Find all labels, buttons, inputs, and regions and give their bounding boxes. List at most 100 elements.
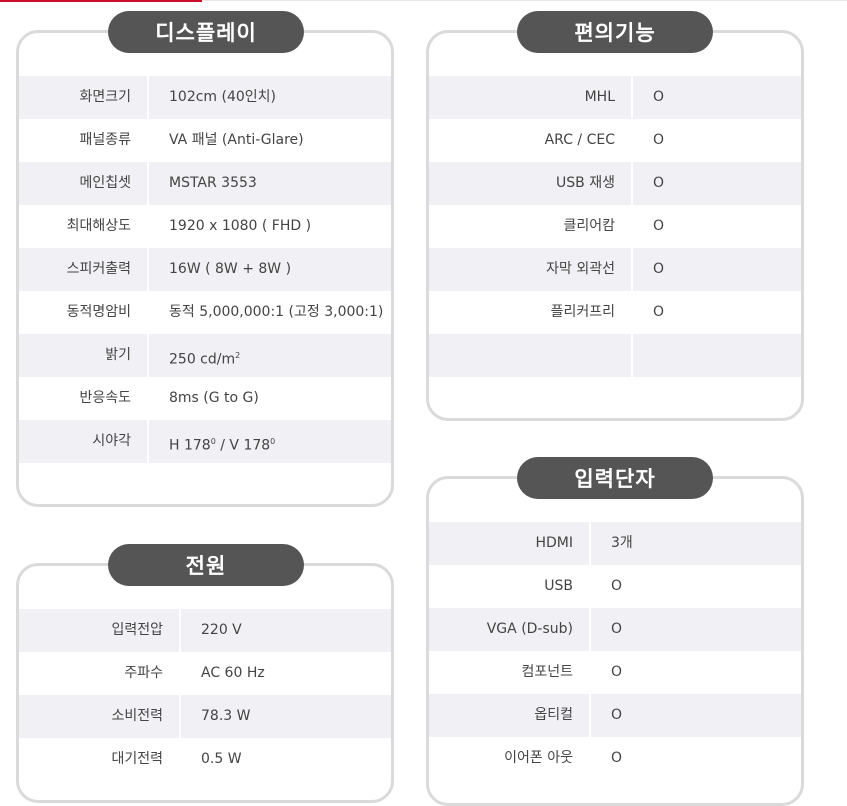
spec-value: 102cm (40인치) [149, 76, 276, 119]
spec-label: HDMI [535, 535, 573, 551]
spec-label: USB 재생 [556, 175, 615, 191]
spec-value: VA 패널 (Anti-Glare) [149, 119, 304, 162]
spec-value-text: AC 60 Hz [201, 665, 265, 681]
spec-value: 0.5 W [181, 738, 242, 781]
spec-label: 클리어캄 [563, 218, 615, 234]
spec-row: HDMI 3개 [429, 522, 801, 565]
spec-label: 입력전압 [111, 622, 163, 638]
power-spec-table: 입력전압 220 V 주파수 AC 60 Hz 소비전력 78.3 W 대기전력 0.5 W [19, 609, 391, 781]
column-separator [631, 162, 633, 205]
spec-row: 반응속도 8ms (G to G) [19, 377, 391, 420]
spec-row: ARC / CEC O [429, 119, 801, 162]
spec-row: MHL O [429, 76, 801, 119]
spec-row: 대기전력 0.5 W [19, 738, 391, 781]
spec-label: VGA (D-sub) [486, 621, 573, 637]
inputs-spec-table: HDMI 3개 USB O VGA (D-sub) O 컴포넌트 O 옵티컬 O 이어폰 아웃 O [429, 522, 801, 780]
spec-row: 메인칩셋 MSTAR 3553 [19, 162, 391, 205]
spec-label: 패널종류 [79, 132, 131, 148]
spec-label: 컴포넌트 [521, 664, 573, 680]
spec-value-text: 0.5 W [201, 751, 242, 767]
spec-row: 컴포넌트 O [429, 651, 801, 694]
spec-value: O [591, 651, 622, 694]
spec-value: O [633, 119, 664, 162]
spec-value-text: 102cm (40인치) [169, 89, 277, 105]
inputs-section-title: 입력단자 [517, 457, 713, 499]
column-separator [147, 162, 149, 205]
spec-row: USB O [429, 565, 801, 608]
spec-value-text: 1920 x 1080 ( FHD ) [169, 218, 312, 234]
spec-row: 클리어캄 O [429, 205, 801, 248]
column-separator [631, 76, 633, 119]
spec-value: O [591, 565, 622, 608]
spec-value: 8ms (G to G) [149, 377, 259, 420]
spec-row: 플리커프리 O [429, 291, 801, 334]
spec-value: O [633, 205, 664, 248]
spec-value: O [633, 162, 664, 205]
spec-value: O [633, 76, 664, 119]
column-separator [589, 651, 591, 694]
column-separator [631, 205, 633, 248]
spec-value-text: O [653, 89, 665, 105]
spec-value-text: O [611, 621, 623, 637]
spec-row: VGA (D-sub) O [429, 608, 801, 651]
spec-value-text: O [653, 175, 665, 191]
spec-row: 스피커출력 16W ( 8W + 8W ) [19, 248, 391, 291]
power-spec-card [16, 563, 394, 803]
spec-label: MHL [584, 89, 615, 105]
degree-superscript: 0 [210, 437, 216, 446]
spec-row: 자막 외곽선 O [429, 248, 801, 291]
spec-label: 메인칩셋 [79, 175, 131, 191]
spec-value-text: O [653, 304, 665, 320]
column-separator [631, 291, 633, 334]
spec-value: AC 60 Hz [181, 652, 265, 695]
spec-label: 최대해상도 [66, 218, 131, 234]
spec-label: 주파수 [124, 665, 163, 681]
spec-value-part: H 178 [169, 437, 211, 454]
spec-value-text: 78.3 W [201, 708, 251, 724]
spec-value: O [591, 737, 622, 780]
spec-value: H 1780 / V 1780 [149, 420, 275, 463]
spec-row: 입력전압 220 V [19, 609, 391, 652]
spec-label: 반응속도 [79, 390, 131, 406]
convenience-spec-table: MHL O ARC / CEC O USB 재생 O 클리어캄 O 자막 외곽선 O 플리커프리 O [429, 76, 801, 377]
convenience-section-title: 편의기능 [517, 11, 713, 53]
spec-value: O [633, 291, 664, 334]
column-separator [631, 248, 633, 291]
spec-label: 소비전력 [111, 708, 163, 724]
spec-label: 대기전력 [111, 751, 163, 767]
spec-row: 이어폰 아웃 O [429, 737, 801, 780]
column-separator [589, 737, 591, 780]
spec-row: USB 재생 O [429, 162, 801, 205]
spec-value-text: 250 cd/m [169, 351, 236, 368]
spec-value: 16W ( 8W + 8W ) [149, 248, 291, 291]
column-separator [179, 695, 181, 738]
spec-value: 1920 x 1080 ( FHD ) [149, 205, 311, 248]
spec-value: O [633, 248, 664, 291]
unit-superscript: 2 [235, 351, 241, 360]
spec-row: 밝기 250 cd/m2 [19, 334, 391, 377]
spec-value-text: O [611, 750, 623, 766]
spec-value-text: 동적 5,000,000:1 (고정 3,000:1) [169, 304, 384, 320]
spec-label: 밝기 [105, 347, 131, 363]
degree-superscript: 0 [270, 437, 276, 446]
spec-label: USB [544, 578, 573, 594]
spec-value-text: O [611, 578, 623, 594]
spec-label: 플리커프리 [550, 304, 615, 320]
spec-value: MSTAR 3553 [149, 162, 257, 205]
spec-value: O [591, 694, 622, 737]
column-separator [179, 738, 181, 781]
column-separator [589, 608, 591, 651]
spec-label: 이어폰 아웃 [504, 750, 573, 766]
spec-label: 옵티컬 [534, 707, 573, 723]
column-separator [147, 334, 149, 377]
spec-value-text: 8ms (G to G) [169, 390, 259, 406]
column-separator [589, 522, 591, 565]
column-separator [631, 119, 633, 162]
spec-value-text: O [653, 218, 665, 234]
spec-row: 시야각 H 1780 / V 1780 [19, 420, 391, 463]
spec-value: 78.3 W [181, 695, 250, 738]
spec-value: 220 V [181, 609, 242, 652]
spec-row: 소비전력 78.3 W [19, 695, 391, 738]
spec-row: 동적명암비 동적 5,000,000:1 (고정 3,000:1) [19, 291, 391, 334]
column-separator [147, 291, 149, 334]
